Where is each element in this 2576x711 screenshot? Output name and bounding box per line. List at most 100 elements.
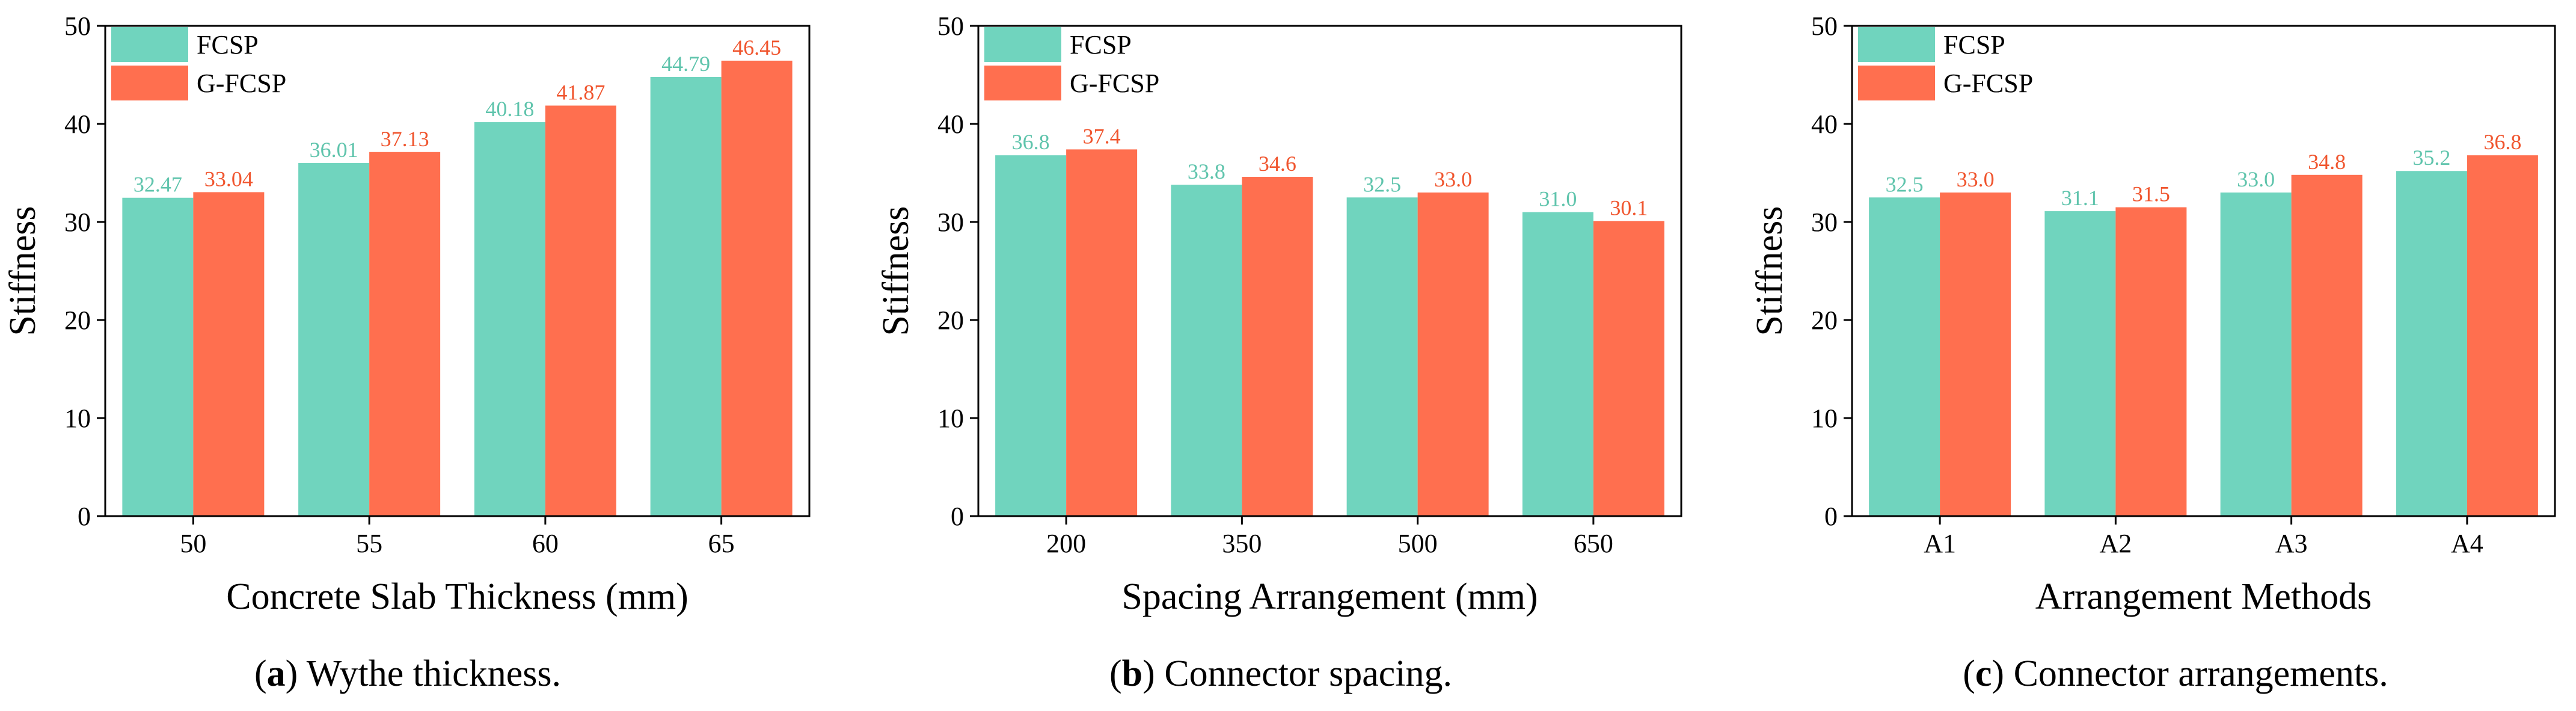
data-label-fcsp-55: 36.01 [310,138,358,162]
caption-letter: b [1122,653,1142,694]
x-tick-label: 60 [532,529,559,558]
figure-caption: (a) Wythe thickness. [254,653,561,694]
y-tick-label: 40 [1811,109,1838,139]
bar-fcsp-a3 [2220,192,2292,517]
y-tick-label: 10 [64,404,91,433]
x-tick-label: 350 [1222,529,1262,558]
y-axis-title: Stiffness [1749,206,1790,336]
y-tick-label: 50 [1811,11,1838,41]
data-label-fcsp-650: 31.0 [1539,187,1577,211]
data-label-g-fcsp-a2: 31.5 [2132,182,2170,206]
chart-panel-2: 36.8 37.4 33.8 34.6 32.5 33.0 31.0 30.1 0 10 20 30 4… [876,11,1682,694]
bar-fcsp-a4 [2396,171,2467,516]
caption-letter: a [267,653,286,694]
plot-frame [977,25,1682,517]
x-axis-title: Spacing Arrangement (mm) [1121,576,1538,617]
legend-label-fcsp: FCSP [1070,30,1132,60]
data-label-g-fcsp-500: 33.0 [1434,167,1472,191]
x-axis-title: Concrete Slab Thickness (mm) [226,576,688,617]
x-tick-label: 500 [1398,529,1438,558]
legend-swatch-fcsp [111,27,188,62]
bar-fcsp-200 [995,155,1067,516]
chart-panel-1: 32.47 33.04 36.01 37.13 40.18 41.87 44.79 46.45… [2,11,811,694]
y-tick-label: 20 [64,306,91,335]
y-axis-title: Stiffness [2,206,43,336]
bar-fcsp-500 [1346,197,1418,516]
bar-g-fcsp-55 [369,152,441,516]
x-tick-label: A1 [1924,529,1956,558]
data-label-g-fcsp-50: 33.04 [204,167,253,191]
bar-fcsp-50 [122,197,194,516]
data-label-fcsp-a3: 33.0 [2237,167,2275,191]
bar-fcsp-650 [1522,212,1593,516]
legend-swatch-g-fcsp [111,66,188,100]
caption-text: Connector arrangements. [2004,653,2388,694]
y-tick-label: 0 [951,502,964,531]
x-tick-label: 200 [1046,529,1086,558]
data-label-g-fcsp-65: 46.45 [732,35,781,60]
data-label-fcsp-500: 32.5 [1363,172,1401,196]
bar-g-fcsp-500 [1417,192,1489,517]
y-tick-label: 40 [937,109,964,139]
y-tick-label: 40 [64,109,91,139]
x-tick-label: A4 [2451,529,2483,558]
x-tick-label: 65 [708,529,735,558]
data-label-fcsp-a1: 32.5 [1886,172,1924,196]
y-tick-label: 0 [78,502,91,531]
legend: FCSP G-FCSP [111,27,286,100]
x-tick-label: 50 [180,529,206,558]
bar-g-fcsp-65 [721,60,793,517]
legend-swatch-g-fcsp [984,66,1061,100]
data-label-g-fcsp-350: 34.6 [1259,152,1296,176]
x-tick-label: A3 [2275,529,2308,558]
data-label-g-fcsp-200: 37.4 [1083,124,1121,148]
figure-caption: (c) Connector arrangements. [1963,653,2388,694]
bar-fcsp-65 [650,76,722,517]
data-label-fcsp-a2: 31.1 [2061,186,2099,210]
caption-paren-open: ( [1963,653,1975,694]
legend-swatch-fcsp [1858,27,1935,62]
bar-g-fcsp-a1 [1940,192,2011,517]
caption-paren-close: ) [1142,653,1155,694]
legend-label-g-fcsp: G-FCSP [197,69,286,98]
plot-frame [1851,25,2556,517]
y-tick-label: 20 [1811,306,1838,335]
data-label-fcsp-60: 40.18 [485,97,534,121]
y-axis-title: Stiffness [876,206,916,336]
bar-g-fcsp-a3 [2291,174,2363,516]
y-tick-label: 20 [937,306,964,335]
data-label-fcsp-50: 32.47 [133,173,182,197]
plot-frame [104,25,811,517]
bar-g-fcsp-650 [1593,221,1664,516]
caption-paren-close: ) [286,653,298,694]
data-label-fcsp-a4: 35.2 [2412,146,2450,170]
y-tick-label: 0 [1824,502,1838,531]
data-label-g-fcsp-650: 30.1 [1610,195,1648,220]
legend-label-fcsp: FCSP [197,30,259,60]
legend: FCSP G-FCSP [1858,27,2033,100]
data-label-g-fcsp-a4: 36.8 [2483,130,2521,154]
data-label-g-fcsp-60: 41.87 [556,81,605,105]
x-tick-label: 650 [1574,529,1613,558]
bar-g-fcsp-50 [193,192,265,516]
y-tick-label: 10 [937,404,964,433]
y-tick-label: 30 [1811,208,1838,237]
y-tick-label: 50 [64,11,91,41]
data-label-g-fcsp-55: 37.13 [381,127,429,151]
bar-fcsp-a2 [2044,211,2116,516]
bar-fcsp-55 [298,163,370,516]
y-tick-label: 50 [937,11,964,41]
bar-g-fcsp-350 [1242,177,1313,516]
x-axis-title: Arrangement Methods [2035,576,2372,617]
data-label-g-fcsp-a3: 34.8 [2308,150,2346,174]
bar-fcsp-60 [474,122,545,517]
chart-panel-3: 32.5 33.0 31.1 31.5 33.0 34.8 35.2 36.8 0 10 20 30 4… [1749,11,2556,694]
figure-caption: (b) Connector spacing. [1109,653,1452,694]
bar-g-fcsp-a2 [2115,207,2187,516]
data-label-g-fcsp-a1: 33.0 [1957,167,1995,191]
data-label-fcsp-200: 36.8 [1012,130,1050,154]
caption-paren-close: ) [1992,653,2004,694]
legend-label-g-fcsp: G-FCSP [1943,69,2033,98]
bar-fcsp-a1 [1869,197,1940,516]
